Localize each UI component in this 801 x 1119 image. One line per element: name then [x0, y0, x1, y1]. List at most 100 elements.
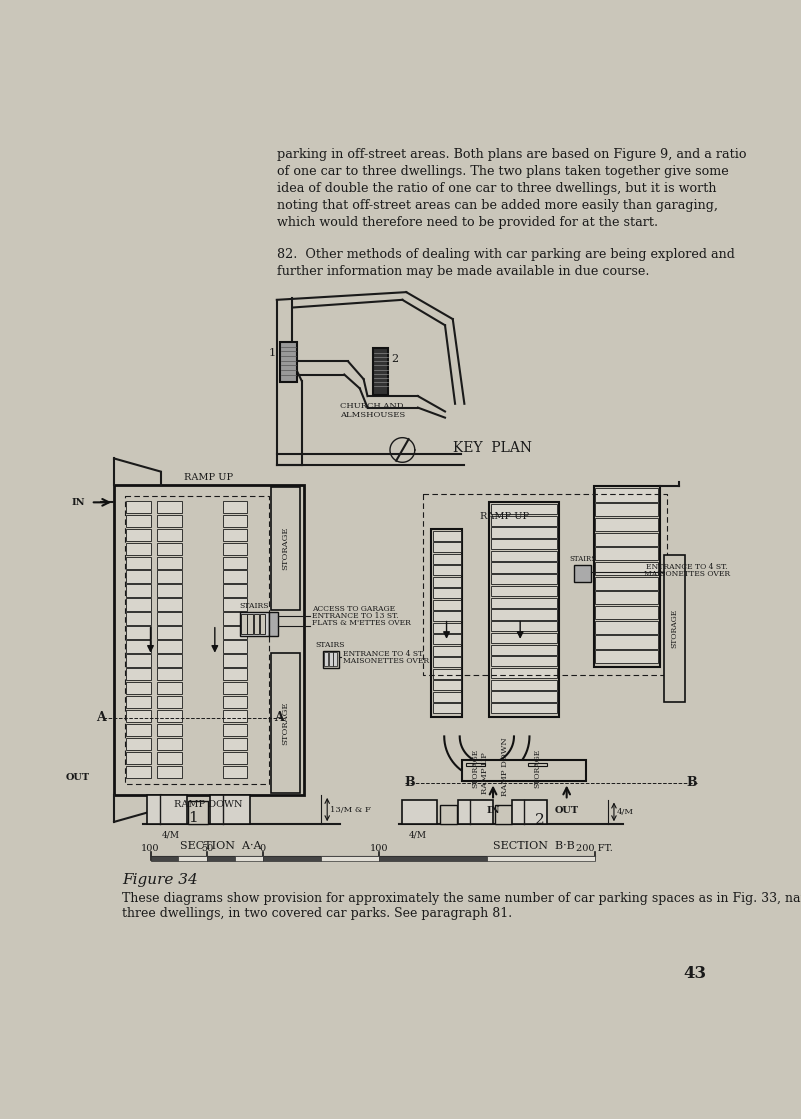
Bar	[321, 856, 379, 862]
Bar	[126, 668, 151, 680]
Bar	[491, 586, 557, 596]
Text: STORAGE: STORAGE	[533, 749, 541, 789]
Bar	[491, 539, 557, 549]
Bar	[223, 515, 248, 527]
Bar	[491, 551, 557, 561]
Text: 82.  Other methods of dealing with car parking are being explored and
further in: 82. Other methods of dealing with car pa…	[277, 248, 735, 279]
Bar	[328, 652, 332, 666]
Text: 0: 0	[260, 844, 266, 853]
Bar	[223, 571, 248, 583]
Bar	[440, 805, 457, 825]
Bar	[126, 627, 151, 639]
Bar	[126, 528, 151, 542]
Text: 100: 100	[370, 844, 388, 853]
Bar	[373, 348, 388, 395]
Text: A: A	[275, 712, 284, 724]
Bar	[491, 621, 557, 631]
Bar	[157, 681, 182, 695]
Bar	[491, 504, 557, 514]
Bar	[223, 501, 248, 514]
Bar	[466, 763, 485, 767]
Bar	[433, 623, 461, 633]
Bar	[157, 571, 182, 583]
Text: 4/M: 4/M	[617, 808, 634, 816]
Text: 2: 2	[535, 812, 545, 827]
Bar	[157, 765, 182, 778]
Bar	[491, 692, 557, 702]
Bar	[491, 633, 557, 643]
Bar	[126, 681, 151, 695]
Text: 13/M & F: 13/M & F	[330, 806, 371, 814]
Bar	[126, 515, 151, 527]
Bar	[595, 547, 658, 561]
Bar	[157, 655, 182, 667]
Bar	[126, 765, 151, 778]
Bar	[223, 627, 248, 639]
Bar	[595, 606, 658, 619]
Text: 50: 50	[201, 844, 213, 853]
Text: SECTION  A·A: SECTION A·A	[179, 840, 261, 850]
Bar	[223, 612, 248, 624]
Text: 1: 1	[268, 348, 276, 358]
Text: STAIRS: STAIRS	[239, 602, 269, 610]
Bar	[157, 696, 182, 708]
Bar	[126, 709, 151, 722]
Bar	[489, 501, 559, 717]
Bar	[223, 640, 248, 652]
Bar	[248, 614, 253, 634]
Text: A: A	[97, 712, 107, 724]
Bar	[574, 565, 591, 582]
Text: CHURCH AND
ALMSHOUSES: CHURCH AND ALMSHOUSES	[340, 402, 405, 420]
Text: IN: IN	[71, 498, 85, 507]
Bar	[157, 501, 182, 514]
Text: RAMP DOWN: RAMP DOWN	[501, 737, 509, 796]
Bar	[324, 651, 339, 668]
Bar	[595, 621, 658, 633]
Bar	[223, 724, 248, 736]
Bar	[595, 504, 658, 516]
Bar	[126, 640, 151, 652]
Bar	[433, 704, 461, 713]
Text: ENTRANCE TO 4 ST.: ENTRANCE TO 4 ST.	[646, 563, 727, 571]
Bar	[433, 646, 461, 656]
Bar	[157, 543, 182, 555]
Bar	[595, 650, 658, 664]
Bar	[491, 703, 557, 713]
Bar	[157, 627, 182, 639]
Bar	[402, 800, 437, 825]
Bar	[271, 487, 300, 610]
Text: OUT: OUT	[554, 806, 579, 815]
Bar	[126, 584, 151, 596]
Bar	[269, 612, 279, 636]
Text: ENTRANCE TO 13 ST.: ENTRANCE TO 13 ST.	[312, 612, 398, 620]
Bar	[157, 709, 182, 722]
Bar	[151, 856, 179, 862]
Bar	[263, 856, 321, 862]
Bar	[663, 555, 685, 702]
Bar	[126, 543, 151, 555]
Bar	[157, 599, 182, 611]
Bar	[239, 612, 269, 636]
Text: STORAGE: STORAGE	[670, 609, 678, 648]
Bar	[157, 612, 182, 624]
Bar	[126, 599, 151, 611]
Bar	[223, 528, 248, 542]
Text: RAMP UP: RAMP UP	[480, 513, 529, 521]
Text: OUT: OUT	[65, 773, 89, 782]
Bar	[223, 709, 248, 722]
Bar	[254, 614, 259, 634]
Bar	[433, 669, 461, 679]
Bar	[157, 515, 182, 527]
Bar	[433, 600, 461, 610]
Bar	[126, 571, 151, 583]
Text: KEY  PLAN: KEY PLAN	[453, 441, 532, 455]
Bar	[324, 652, 328, 666]
Bar	[223, 765, 248, 778]
Text: 2: 2	[392, 355, 399, 365]
Bar	[241, 614, 247, 634]
Text: RAMP UP: RAMP UP	[184, 473, 233, 482]
Bar	[491, 656, 557, 667]
Bar	[157, 528, 182, 542]
Bar	[223, 556, 248, 568]
Bar	[433, 543, 461, 553]
